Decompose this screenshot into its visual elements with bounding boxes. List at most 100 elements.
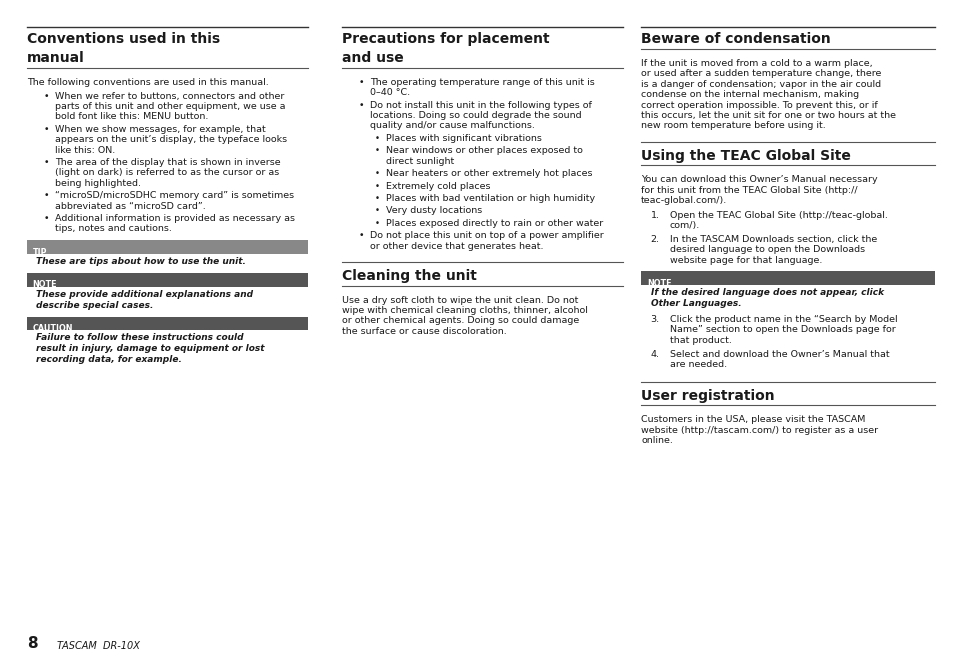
Text: •: • xyxy=(44,125,50,134)
Text: Click the product name in the “Search by Model: Click the product name in the “Search by… xyxy=(669,315,897,324)
Text: bold font like this: MENU button.: bold font like this: MENU button. xyxy=(55,113,209,121)
Text: Additional information is provided as necessary as: Additional information is provided as ne… xyxy=(55,214,295,223)
Text: These are tips about how to use the unit.: These are tips about how to use the unit… xyxy=(36,257,246,266)
Text: or other device that generates heat.: or other device that generates heat. xyxy=(370,242,543,250)
Text: manual: manual xyxy=(27,51,85,65)
Text: Do not install this unit in the following types of: Do not install this unit in the followin… xyxy=(370,101,592,109)
Text: Using the TEAC Global Site: Using the TEAC Global Site xyxy=(640,148,850,162)
Text: Extremely cold places: Extremely cold places xyxy=(386,181,491,191)
Text: •: • xyxy=(44,91,50,101)
Text: locations. Doing so could degrade the sound: locations. Doing so could degrade the so… xyxy=(370,111,581,120)
Bar xyxy=(27,273,308,287)
Text: are needed.: are needed. xyxy=(669,360,726,369)
Text: These provide additional explanations and: These provide additional explanations an… xyxy=(36,290,253,299)
Text: new room temperature before using it.: new room temperature before using it. xyxy=(640,121,825,130)
Text: for this unit from the TEAC Global Site (http://: for this unit from the TEAC Global Site … xyxy=(640,186,857,195)
Text: •: • xyxy=(44,158,50,167)
Text: Cleaning the unit: Cleaning the unit xyxy=(341,268,476,282)
Text: desired language to open the Downloads: desired language to open the Downloads xyxy=(669,245,864,254)
Text: If the desired language does not appear, click: If the desired language does not appear,… xyxy=(650,288,882,297)
Text: Use a dry soft cloth to wipe the unit clean. Do not: Use a dry soft cloth to wipe the unit cl… xyxy=(341,295,578,305)
Text: Name” section to open the Downloads page for: Name” section to open the Downloads page… xyxy=(669,325,895,334)
Text: online.: online. xyxy=(640,436,672,445)
Text: condense on the internal mechanism, making: condense on the internal mechanism, maki… xyxy=(640,91,859,99)
Text: If the unit is moved from a cold to a warm place,: If the unit is moved from a cold to a wa… xyxy=(640,59,872,68)
Text: •: • xyxy=(375,146,379,155)
Text: Failure to follow these instructions could: Failure to follow these instructions cou… xyxy=(36,333,244,342)
Text: 4.: 4. xyxy=(650,350,659,358)
Text: abbreviated as “microSD card”.: abbreviated as “microSD card”. xyxy=(55,201,206,211)
Text: •: • xyxy=(358,78,364,87)
Text: parts of this unit and other equipment, we use a: parts of this unit and other equipment, … xyxy=(55,102,286,111)
Text: The area of the display that is shown in inverse: The area of the display that is shown in… xyxy=(55,158,281,167)
Text: Very dusty locations: Very dusty locations xyxy=(386,206,482,215)
Text: result in injury, damage to equipment or lost: result in injury, damage to equipment or… xyxy=(36,344,265,353)
Bar xyxy=(640,271,934,285)
Text: In the TASCAM Downloads section, click the: In the TASCAM Downloads section, click t… xyxy=(669,235,876,244)
Text: (light on dark) is referred to as the cursor or as: (light on dark) is referred to as the cu… xyxy=(55,168,279,177)
Text: 2.: 2. xyxy=(650,235,659,244)
Text: The following conventions are used in this manual.: The following conventions are used in th… xyxy=(27,78,268,87)
Text: teac-global.com/).: teac-global.com/). xyxy=(640,196,726,205)
Text: Places with significant vibrations: Places with significant vibrations xyxy=(386,134,541,143)
Text: TASCAM  DR-10X: TASCAM DR-10X xyxy=(57,641,140,651)
Text: NOTE: NOTE xyxy=(646,278,671,288)
Text: Near windows or other places exposed to: Near windows or other places exposed to xyxy=(386,146,582,155)
Text: Beware of condensation: Beware of condensation xyxy=(640,32,830,46)
Text: •: • xyxy=(358,101,364,109)
Text: website page for that language.: website page for that language. xyxy=(669,256,821,264)
Text: TIP: TIP xyxy=(32,248,47,256)
Text: When we show messages, for example, that: When we show messages, for example, that xyxy=(55,125,266,134)
Text: •: • xyxy=(44,191,50,200)
Text: User registration: User registration xyxy=(640,389,774,403)
Text: •: • xyxy=(375,206,379,215)
Bar xyxy=(27,240,308,254)
Text: •: • xyxy=(375,219,379,227)
Text: tips, notes and cautions.: tips, notes and cautions. xyxy=(55,224,172,234)
Text: CAUTION: CAUTION xyxy=(32,324,72,333)
Text: 8: 8 xyxy=(27,636,37,651)
Text: NOTE: NOTE xyxy=(32,280,57,289)
Text: being highlighted.: being highlighted. xyxy=(55,178,141,188)
Text: 0–40 °C.: 0–40 °C. xyxy=(370,89,410,97)
Text: correct operation impossible. To prevent this, or if: correct operation impossible. To prevent… xyxy=(640,101,877,109)
Text: •: • xyxy=(375,194,379,203)
Text: this occurs, let the unit sit for one or two hours at the: this occurs, let the unit sit for one or… xyxy=(640,111,895,120)
Text: Other Languages.: Other Languages. xyxy=(650,299,740,308)
Text: quality and/or cause malfunctions.: quality and/or cause malfunctions. xyxy=(370,121,535,130)
Text: is a danger of condensation; vapor in the air could: is a danger of condensation; vapor in th… xyxy=(640,80,881,89)
Text: 1.: 1. xyxy=(650,211,659,219)
Text: and use: and use xyxy=(341,51,403,65)
Text: You can download this Owner’s Manual necessary: You can download this Owner’s Manual nec… xyxy=(640,175,877,185)
Text: Do not place this unit on top of a power amplifier: Do not place this unit on top of a power… xyxy=(370,231,603,240)
Text: website (http://tascam.com/) to register as a user: website (http://tascam.com/) to register… xyxy=(640,425,878,435)
Text: describe special cases.: describe special cases. xyxy=(36,301,153,309)
Text: •: • xyxy=(44,214,50,223)
Text: •: • xyxy=(358,231,364,240)
Text: Places with bad ventilation or high humidity: Places with bad ventilation or high humi… xyxy=(386,194,595,203)
Text: wipe with chemical cleaning cloths, thinner, alcohol: wipe with chemical cleaning cloths, thin… xyxy=(341,306,587,315)
Text: 3.: 3. xyxy=(650,315,659,324)
Text: like this: ON.: like this: ON. xyxy=(55,146,115,154)
Text: Select and download the Owner’s Manual that: Select and download the Owner’s Manual t… xyxy=(669,350,888,358)
Text: appears on the unit’s display, the typeface looks: appears on the unit’s display, the typef… xyxy=(55,135,287,144)
Text: “microSD/microSDHC memory card” is sometimes: “microSD/microSDHC memory card” is somet… xyxy=(55,191,294,200)
Text: •: • xyxy=(375,134,379,143)
Bar xyxy=(27,317,308,330)
Text: com/).: com/). xyxy=(669,221,700,230)
Text: When we refer to buttons, connectors and other: When we refer to buttons, connectors and… xyxy=(55,91,284,101)
Text: Places exposed directly to rain or other water: Places exposed directly to rain or other… xyxy=(386,219,603,227)
Text: Customers in the USA, please visit the TASCAM: Customers in the USA, please visit the T… xyxy=(640,415,864,424)
Text: Open the TEAC Global Site (http://teac-global.: Open the TEAC Global Site (http://teac-g… xyxy=(669,211,886,219)
Text: •: • xyxy=(375,169,379,178)
Text: or used after a sudden temperature change, there: or used after a sudden temperature chang… xyxy=(640,70,881,79)
Text: recording data, for example.: recording data, for example. xyxy=(36,355,182,364)
Text: that product.: that product. xyxy=(669,336,731,345)
Text: Precautions for placement: Precautions for placement xyxy=(341,32,549,46)
Text: The operating temperature range of this unit is: The operating temperature range of this … xyxy=(370,78,595,87)
Text: Conventions used in this: Conventions used in this xyxy=(27,32,219,46)
Text: Near heaters or other extremely hot places: Near heaters or other extremely hot plac… xyxy=(386,169,592,178)
Text: •: • xyxy=(375,181,379,191)
Text: direct sunlight: direct sunlight xyxy=(386,156,455,166)
Text: the surface or cause discoloration.: the surface or cause discoloration. xyxy=(341,327,506,336)
